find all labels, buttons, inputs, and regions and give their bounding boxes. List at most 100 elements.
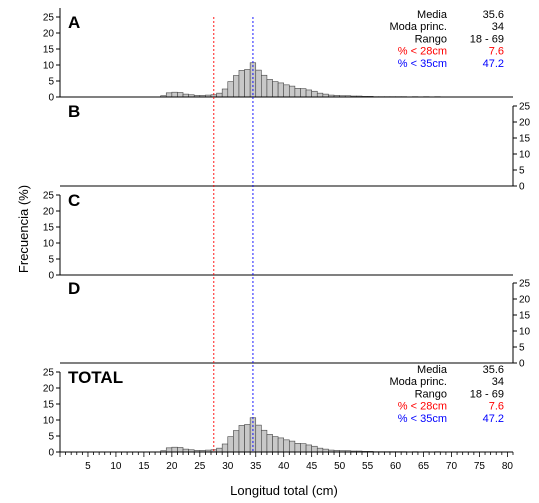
panel-total-bar-3 [177,448,183,452]
panel-a-bar-28 [317,93,323,97]
panel-a-bar-25 [300,89,306,97]
panel-a-y-tick-label-0: 0 [48,93,54,104]
panel-total-bar-11 [222,444,228,452]
panel-c-y-tick-label-0: 0 [48,271,54,282]
x-tick-label-7: 40 [278,461,290,472]
panel-total-stat-value-4: 47.2 [483,413,504,425]
panel-a-stat-value-3: 7.6 [489,46,504,58]
x-tick-label-11: 60 [390,461,402,472]
panel-total-stat-value-2: 18 - 69 [470,388,504,400]
panel-total-bar-14 [239,425,245,452]
panel-a-bar-12 [228,82,234,97]
panel-total-bar-23 [289,441,295,452]
panel-total-bar-27 [312,446,318,452]
panel-a-bar-18 [261,75,267,97]
panel-a-bar-23 [289,86,295,97]
panel-a-bar-13 [233,76,239,97]
panel-a-bar-1 [166,93,172,97]
panel-a-y-tick-label-3: 15 [43,45,55,56]
panel-total-y-tick-label-0: 0 [48,448,54,459]
panel-a-bar-15 [245,69,251,97]
x-tick-label-2: 15 [138,461,150,472]
panel-a-y-tick-label-5: 25 [43,13,55,24]
panel-d-y-tick-label-5: 25 [519,279,531,290]
panel-total-stat-label-0: Media [417,364,448,376]
x-tick-label-4: 25 [194,461,206,472]
panel-a-stat-value-2: 18 - 69 [470,33,504,45]
x-tick-label-10: 55 [362,461,374,472]
panel-total-y-tick-label-3: 15 [43,400,55,411]
panel-total-bar-17 [256,425,262,452]
panel-total-bar-1 [166,448,172,452]
x-tick-label-14: 75 [474,461,486,472]
panel-d-y-tick-label-1: 5 [519,343,525,354]
panel-a-stat-label-3: % < 28cm [398,46,447,58]
panel-total-stat-label-1: Moda princ. [390,376,447,388]
panel-total-bar-22 [284,440,290,452]
panel-c-y-tick-label-2: 10 [43,239,55,250]
x-tick-label-15: 80 [502,461,514,472]
panel-c-y-tick-label-3: 15 [43,223,55,234]
panel-d-label: D [68,279,80,298]
panel-b-y-tick-label-2: 10 [519,150,531,161]
panel-a-bar-21 [278,83,284,97]
panel-b-y-tick-label-4: 20 [519,118,531,129]
panel-total-y-tick-label-2: 10 [43,416,55,427]
panel-total-label: TOTAL [68,368,123,387]
panel-a-bar-27 [312,91,318,97]
panel-total-bar-26 [306,445,312,452]
panel-a-stat-value-4: 47.2 [483,58,504,70]
panel-total-stat-value-1: 34 [492,376,504,388]
panel-a-bar-20 [273,82,279,97]
x-tick-label-5: 30 [222,461,234,472]
panel-a-bar-3 [177,93,183,97]
panel-d-y-tick-label-0: 0 [519,359,525,370]
panel-a-stat-label-1: Moda princ. [390,21,447,33]
panel-b-y-tick-label-5: 25 [519,102,531,113]
panel-total-bar-25 [300,444,306,452]
panel-total-stat-value-0: 35.6 [483,364,504,376]
panel-total-bar-12 [228,437,234,452]
panel-b-label: B [68,102,80,121]
x-tick-label-6: 35 [250,461,262,472]
x-tick-label-1: 10 [110,461,122,472]
x-tick-label-12: 65 [418,461,430,472]
panel-a-stat-label-4: % < 35cm [398,58,447,70]
panel-b-y-tick-label-3: 15 [519,134,531,145]
panel-c-y-tick-label-5: 25 [43,191,55,202]
panel-a-bar-26 [306,90,312,97]
panel-a-label: A [68,13,80,32]
panel-total-bar-24 [295,443,301,452]
panel-a-bar-24 [295,88,301,97]
panel-total-bar-18 [261,430,267,452]
panel-total-stat-label-3: % < 28cm [398,401,447,413]
panel-total-y-tick-label-4: 20 [43,384,55,395]
panel-total-bar-15 [245,424,251,452]
panel-c-y-tick-label-4: 20 [43,207,55,218]
panel-d-y-tick-label-4: 20 [519,295,531,306]
y-axis-label: Frecuencia (%) [16,185,31,273]
panel-a-bar-2 [172,92,178,97]
x-tick-label-8: 45 [306,461,318,472]
panel-c-y-tick-label-1: 5 [48,255,54,266]
panel-total-stat-value-3: 7.6 [489,401,504,413]
x-tick-label-0: 5 [85,461,91,472]
panel-a-y-tick-label-2: 10 [43,61,55,72]
panel-a-bar-14 [239,70,245,97]
panel-total-stat-label-4: % < 35cm [398,413,447,425]
panel-total-bar-20 [273,437,279,452]
x-tick-label-9: 50 [334,461,346,472]
panel-a-bar-10 [217,93,223,97]
panel-b-y-tick-label-1: 5 [519,166,525,177]
panel-total-bar-13 [233,431,239,452]
panel-a-y-tick-label-4: 20 [43,29,55,40]
panel-total-stat-label-2: Rango [415,388,447,400]
panel-a-stat-value-0: 35.6 [483,9,504,21]
panel-d-y-tick-label-2: 10 [519,327,531,338]
panel-a-bar-11 [222,89,228,97]
panel-b-y-tick-label-0: 0 [519,182,525,193]
panel-total-y-tick-label-5: 25 [43,368,55,379]
panel-a-stat-label-0: Media [417,9,448,21]
